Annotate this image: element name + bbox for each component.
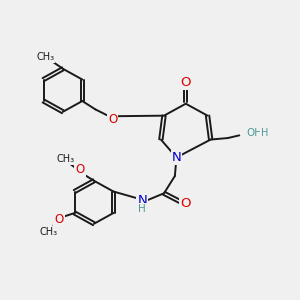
Text: O: O <box>54 213 64 226</box>
Text: O: O <box>181 76 191 89</box>
Text: O: O <box>181 197 191 210</box>
Text: CH₃: CH₃ <box>40 226 58 236</box>
Text: H: H <box>261 128 268 138</box>
Text: CH₃: CH₃ <box>56 154 74 164</box>
Text: O: O <box>75 163 85 176</box>
Text: H: H <box>138 204 146 214</box>
Text: O: O <box>108 113 117 126</box>
Text: OH: OH <box>246 128 262 138</box>
Text: N: N <box>137 194 147 207</box>
Text: N: N <box>172 151 181 164</box>
Text: CH₃: CH₃ <box>36 52 54 62</box>
